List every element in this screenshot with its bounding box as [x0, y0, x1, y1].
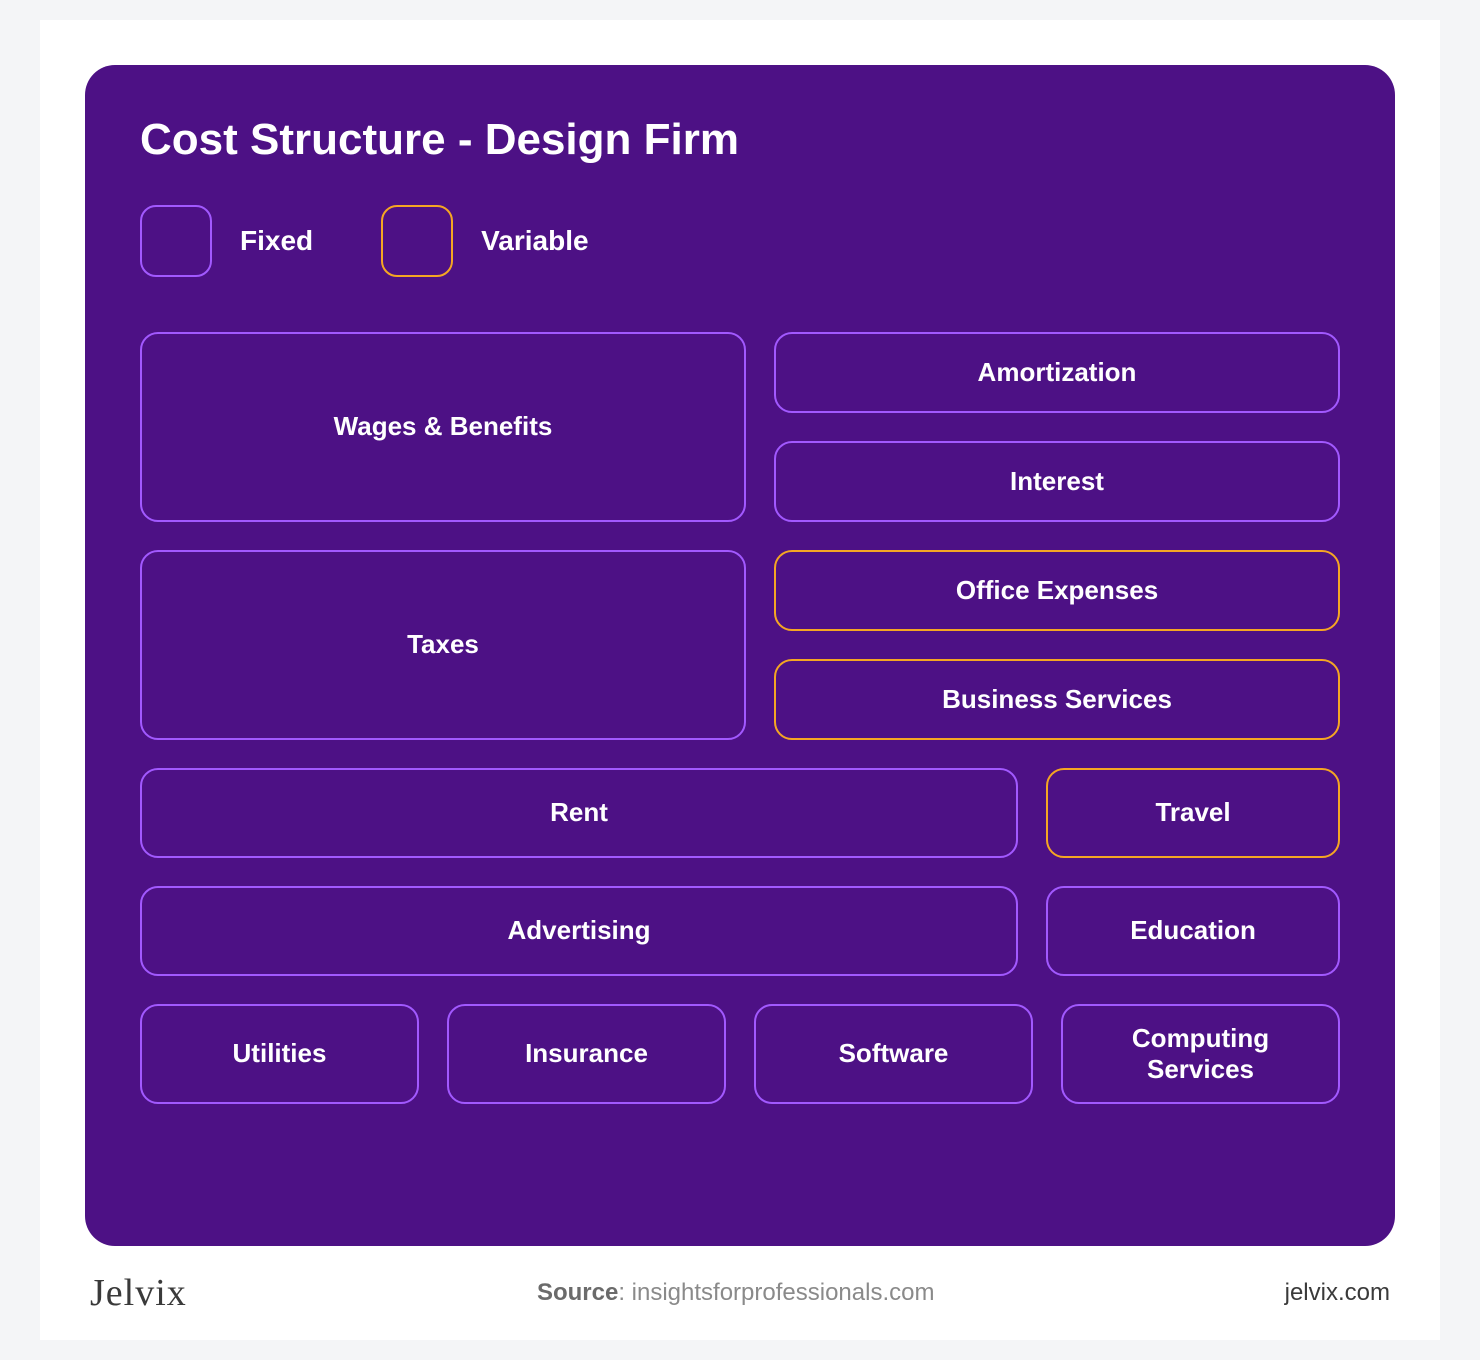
- box-wages: Wages & Benefits: [140, 332, 746, 522]
- box-travel: Travel: [1046, 768, 1340, 858]
- box-education: Education: [1046, 886, 1340, 976]
- footer-source: Source: insightsforprofessionals.com: [537, 1279, 935, 1307]
- legend-swatch-variable: [381, 205, 453, 277]
- box-utilities: Utilities: [140, 1004, 419, 1104]
- box-computing-services: Computing Services: [1061, 1004, 1340, 1104]
- footer-source-value: insightsforprofessionals.com: [632, 1279, 935, 1306]
- footer-url: jelvix.com: [1285, 1279, 1390, 1307]
- grid-row-2-right: Office Expenses Business Services: [774, 550, 1340, 740]
- box-office-expenses: Office Expenses: [774, 550, 1340, 631]
- legend: Fixed Variable: [140, 205, 1340, 277]
- grid-row-1-right: Amortization Interest: [774, 332, 1340, 522]
- card-title: Cost Structure - Design Firm: [140, 115, 1340, 165]
- box-taxes: Taxes: [140, 550, 746, 740]
- legend-swatch-fixed: [140, 205, 212, 277]
- boxes-grid: Wages & Benefits Amortization Interest T…: [140, 332, 1340, 1196]
- page: Cost Structure - Design Firm Fixed Varia…: [40, 20, 1440, 1340]
- footer-source-label: Source: [537, 1279, 618, 1306]
- grid-row-3: Rent Travel: [140, 768, 1340, 858]
- footer-brand: Jelvix: [90, 1271, 187, 1315]
- box-interest: Interest: [774, 441, 1340, 522]
- grid-row-5: Utilities Insurance Software Computing S…: [140, 1004, 1340, 1104]
- grid-row-1: Wages & Benefits Amortization Interest: [140, 332, 1340, 522]
- grid-row-2: Taxes Office Expenses Business Services: [140, 550, 1340, 740]
- box-software: Software: [754, 1004, 1033, 1104]
- legend-label-fixed: Fixed: [240, 225, 313, 257]
- grid-row-4: Advertising Education: [140, 886, 1340, 976]
- box-amortization: Amortization: [774, 332, 1340, 413]
- legend-label-variable: Variable: [481, 225, 588, 257]
- box-advertising: Advertising: [140, 886, 1018, 976]
- box-rent: Rent: [140, 768, 1018, 858]
- cost-structure-card: Cost Structure - Design Firm Fixed Varia…: [85, 65, 1395, 1246]
- box-business-services: Business Services: [774, 659, 1340, 740]
- footer: Jelvix Source: insightsforprofessionals.…: [85, 1246, 1395, 1315]
- box-insurance: Insurance: [447, 1004, 726, 1104]
